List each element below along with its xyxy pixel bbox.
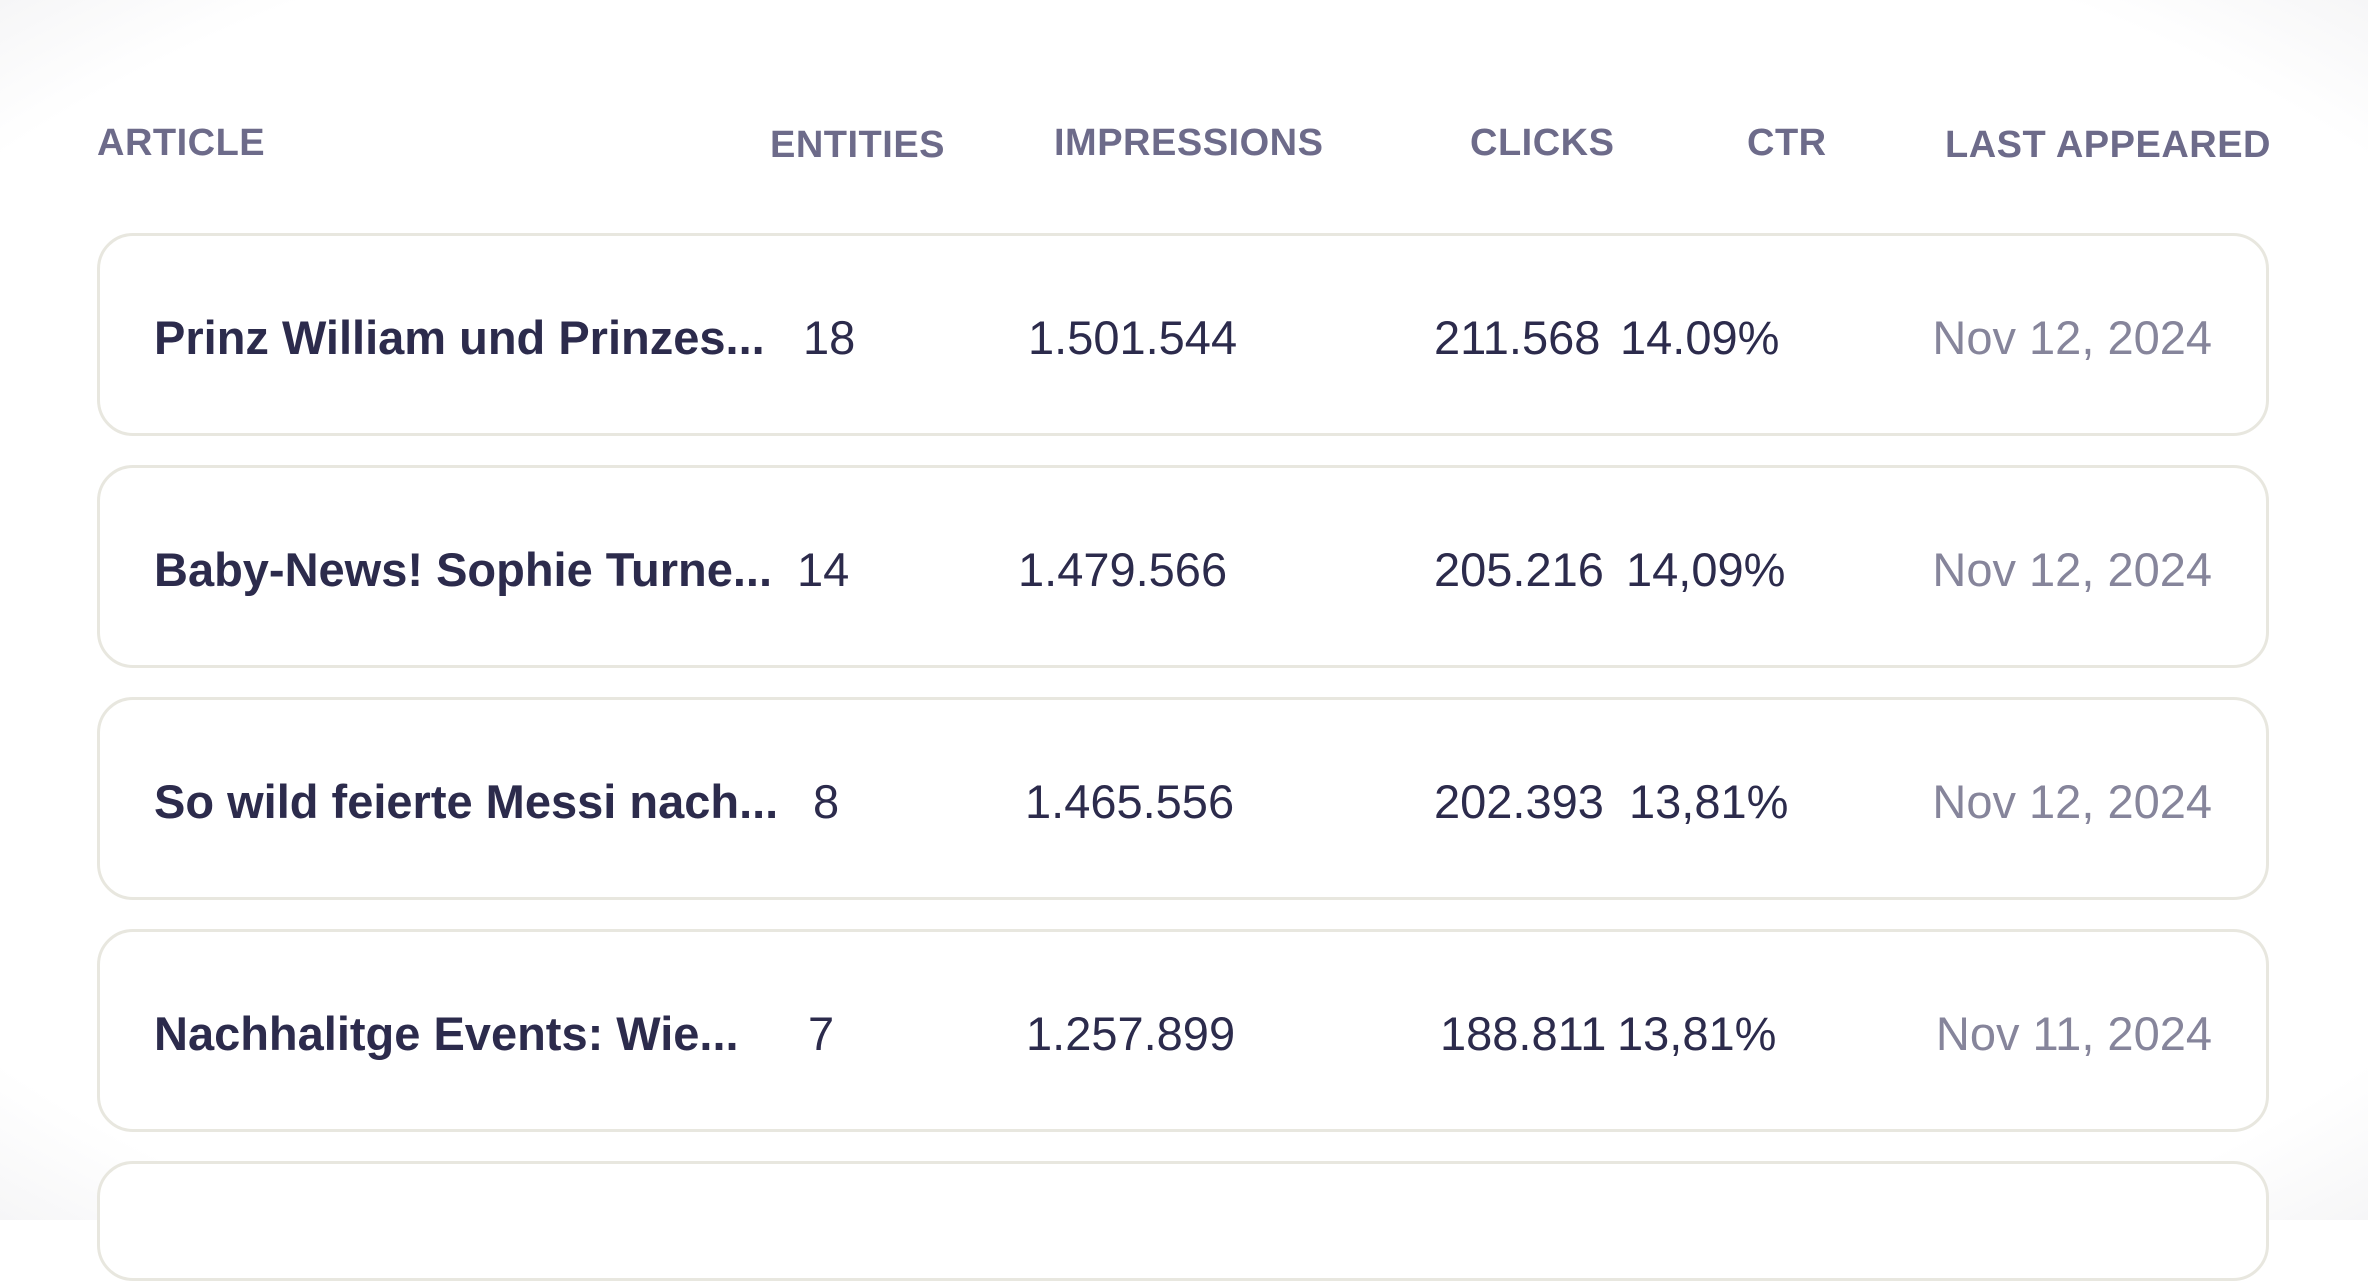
article-title: Baby-News! Sophie Turne... [154, 543, 773, 596]
column-header-entities[interactable]: ENTITIES [770, 124, 946, 166]
ctr-value: 14,09% [1626, 543, 1786, 596]
clicks-value: 205.216 [1434, 543, 1604, 596]
entities-count: 18 [803, 311, 856, 364]
column-header-last-appeared[interactable]: LAST APPEARED [1944, 124, 2271, 166]
last-appeared-date: Nov 12, 2024 [1932, 775, 2212, 828]
impressions-value: 1.501.544 [1028, 311, 1238, 364]
ctr-value: 13,81% [1617, 1007, 1777, 1060]
column-header-clicks[interactable]: CLICKS [1470, 122, 1615, 164]
table-row[interactable]: Nachhalitge Events: Wie... 7 1.257.899 1… [97, 929, 2269, 1132]
table-row[interactable]: So wild feierte Messi nach... 8 1.465.55… [97, 697, 2269, 900]
last-appeared-date: Nov 12, 2024 [1932, 543, 2212, 596]
article-title: Nachhalitge Events: Wie... [154, 1007, 739, 1060]
table-row[interactable]: Baby-News! Sophie Turne... 14 1.479.566 … [97, 465, 2269, 668]
impressions-value: 1.479.566 [1018, 543, 1228, 596]
column-header-ctr[interactable]: CTR [1747, 122, 1827, 164]
last-appeared-date: Nov 12, 2024 [1932, 311, 2212, 364]
impressions-value: 1.465.556 [1025, 775, 1235, 828]
table-row[interactable]: Prinz William und Prinzes... 18 1.501.54… [97, 233, 2269, 436]
article-title: So wild feierte Messi nach... [154, 775, 779, 828]
clicks-value: 188.811 [1440, 1007, 1607, 1060]
article-title: Prinz William und Prinzes... [154, 311, 765, 364]
table-row-partial[interactable] [97, 1161, 2269, 1281]
last-appeared-date: Nov 11, 2024 [1935, 1007, 2212, 1060]
clicks-value: 211.568 [1434, 311, 1601, 364]
column-header-impressions[interactable]: IMPRESSIONS [1054, 122, 1324, 164]
clicks-value: 202.393 [1434, 775, 1604, 828]
entities-count: 7 [808, 1007, 835, 1060]
ctr-value: 13,81% [1629, 775, 1789, 828]
table-header: ARTICLE ENTITIES IMPRESSIONS CLICKS CTR … [0, 118, 2368, 168]
entities-count: 14 [797, 543, 850, 596]
column-header-article[interactable]: ARTICLE [97, 122, 266, 164]
ctr-value: 14.09% [1620, 311, 1780, 364]
impressions-value: 1.257.899 [1026, 1007, 1236, 1060]
entities-count: 8 [813, 775, 840, 828]
